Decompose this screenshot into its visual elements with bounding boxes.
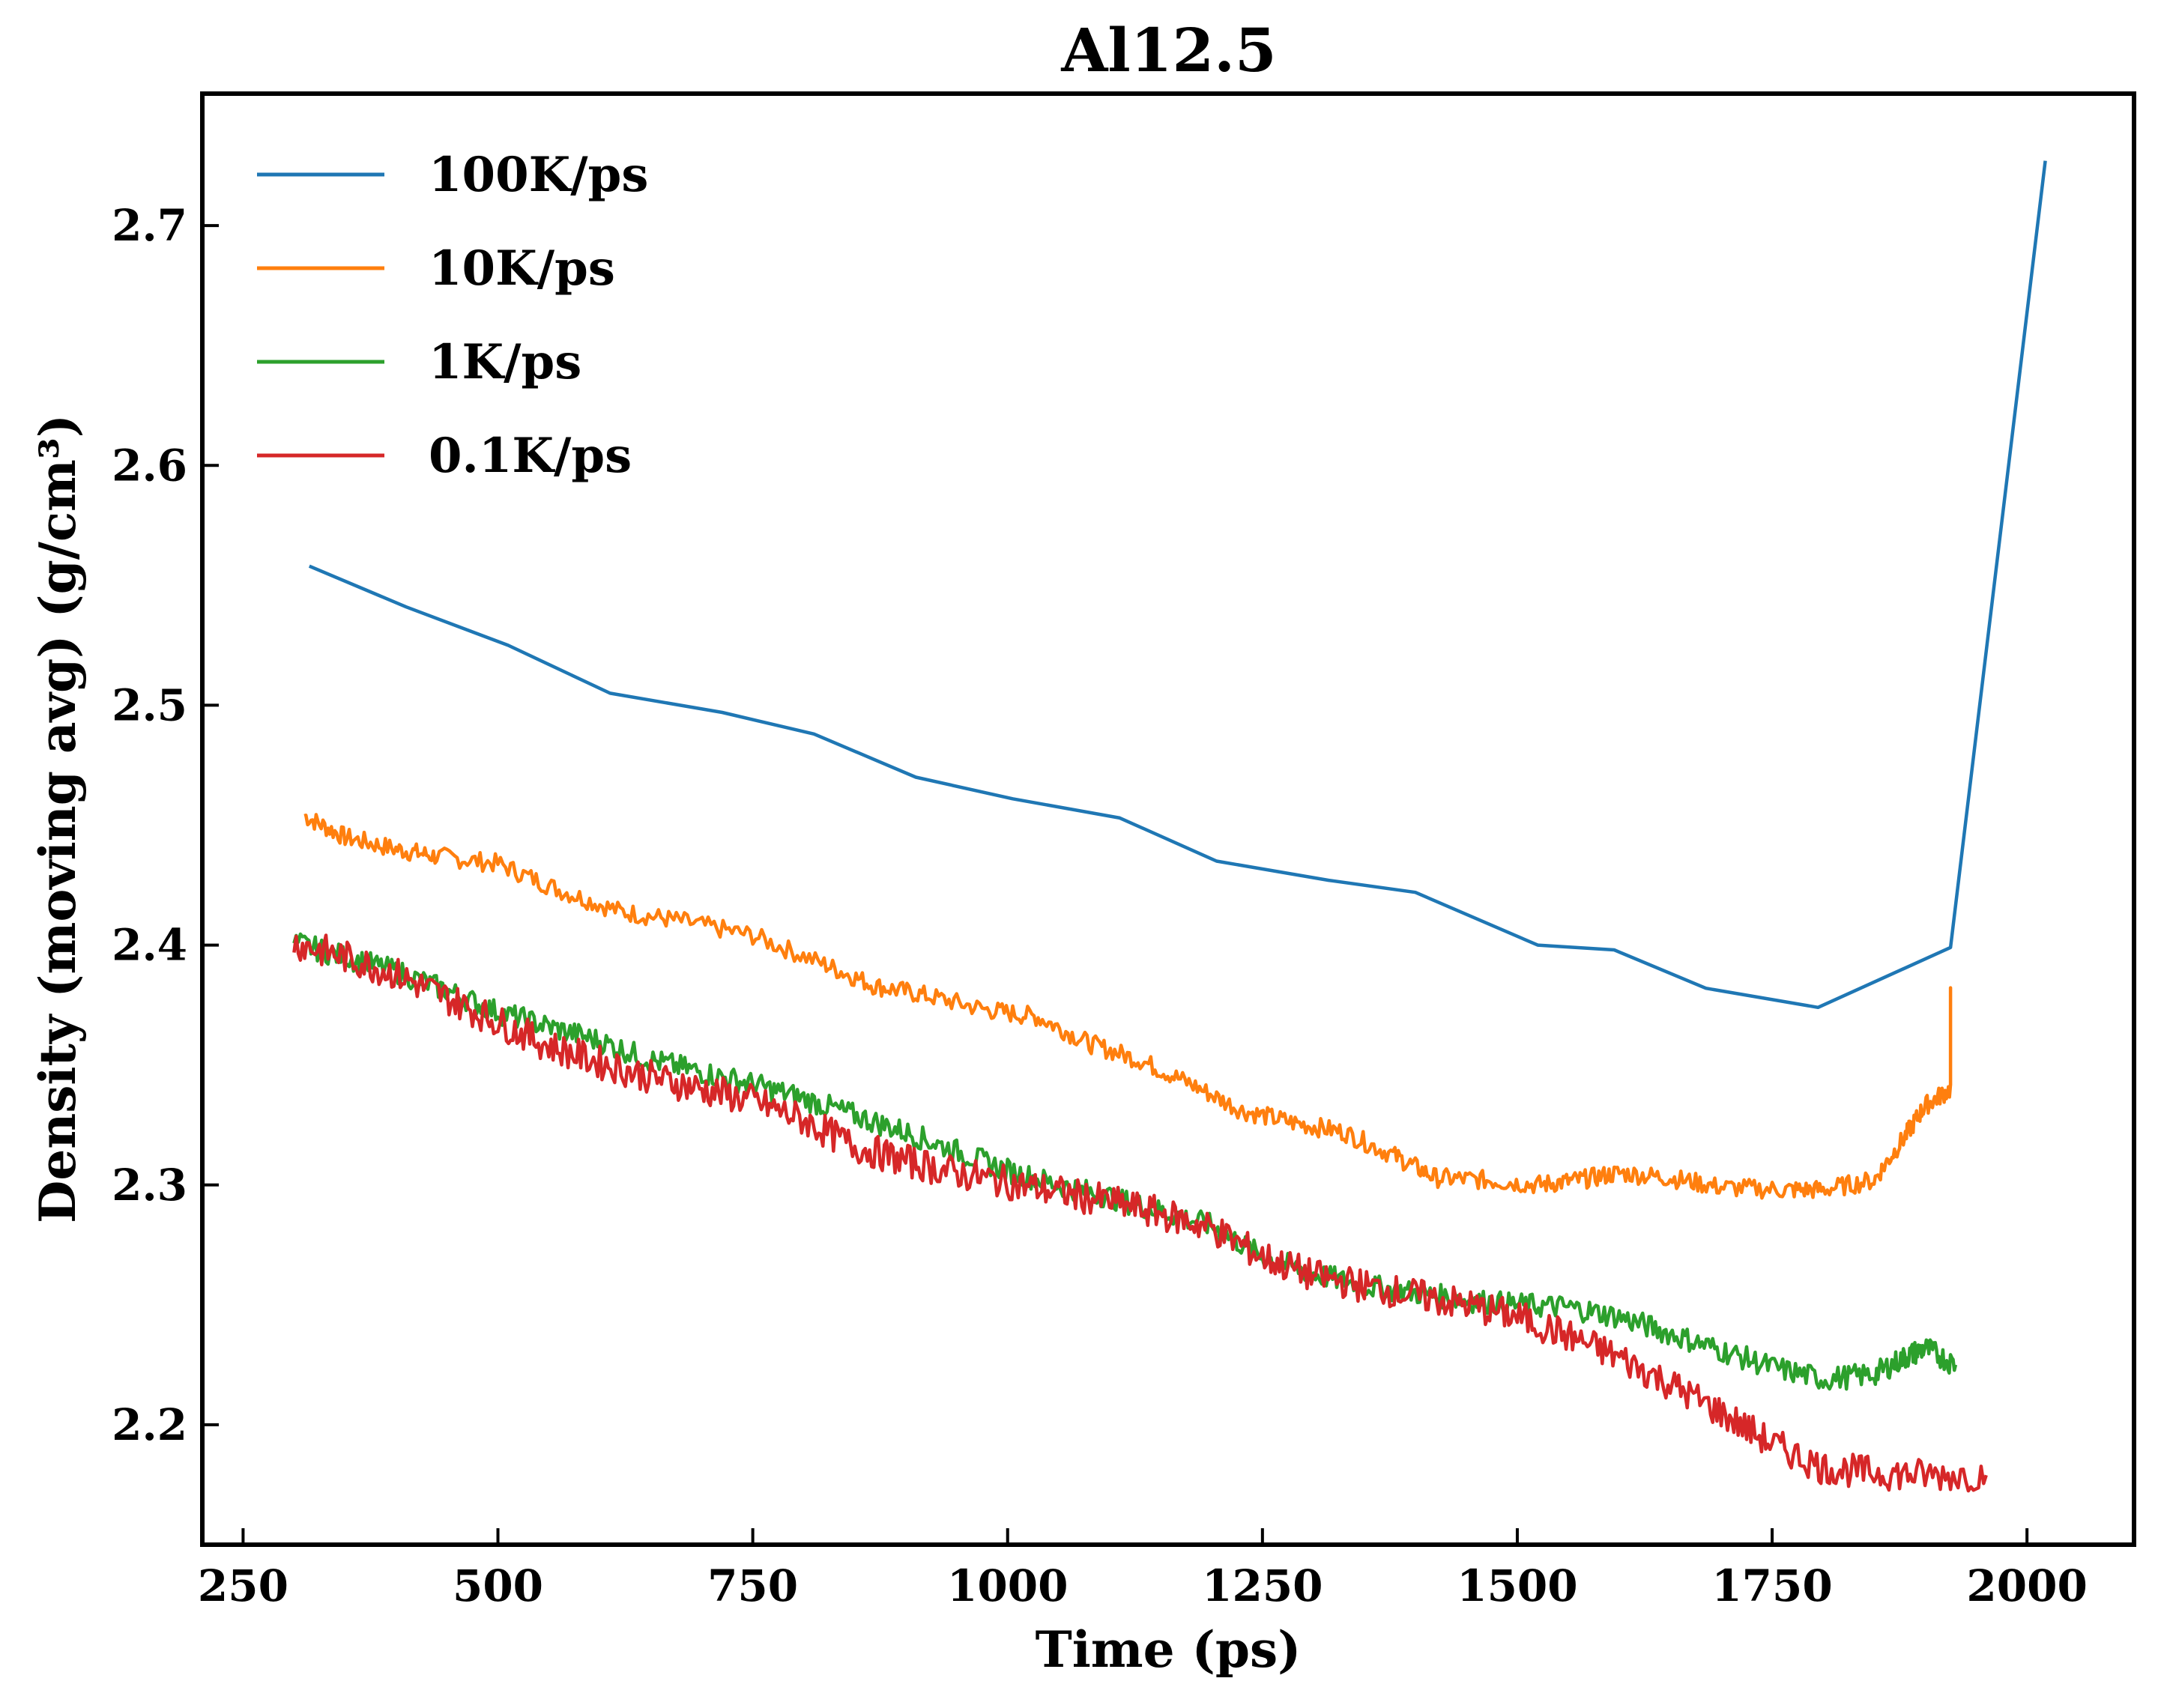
series-layer <box>292 160 2047 1493</box>
x-tick-label: 750 <box>707 1560 798 1611</box>
chart-title: Al12.5 <box>1060 15 1276 85</box>
y-tick-label: 2.7 <box>112 200 187 251</box>
y-tick-label: 2.3 <box>112 1160 187 1211</box>
plot-frame <box>200 91 2136 1547</box>
y-axis-label: Density (moving avg) (g/cm³) <box>28 414 87 1223</box>
legend-label: 0.1K/ps <box>429 428 632 484</box>
x-tick-label: 1500 <box>1457 1560 1577 1611</box>
series-line-2 <box>292 932 1958 1391</box>
y-tick-label: 2.4 <box>112 920 187 971</box>
ticks-layer: 250 500 750 1000 1250 1500 1750 2000 2.2 2.3 2.4 2.… <box>112 200 2088 1611</box>
legend-label: 10K/ps <box>429 240 615 297</box>
y-tick-label: 2.5 <box>112 679 187 730</box>
series-line-3 <box>292 933 1988 1493</box>
x-tick-label: 1000 <box>947 1560 1068 1611</box>
legend: 100K/ps 10K/ps 1K/ps 0.1K/ps <box>257 147 648 484</box>
legend-label: 100K/ps <box>429 147 648 203</box>
x-tick-label: 1250 <box>1202 1560 1323 1611</box>
series-line-0 <box>308 160 2047 1010</box>
x-tick-label: 250 <box>198 1560 288 1611</box>
x-tick-label: 2000 <box>1966 1560 2087 1611</box>
y-tick-label: 2.6 <box>112 440 187 491</box>
legend-label: 1K/ps <box>429 334 581 390</box>
y-tick-label: 2.2 <box>112 1399 187 1450</box>
x-tick-label: 500 <box>453 1560 543 1611</box>
x-axis-label: Time (ps) <box>1036 1620 1302 1679</box>
series-line-1 <box>303 813 1953 1200</box>
x-tick-label: 1750 <box>1711 1560 1832 1611</box>
